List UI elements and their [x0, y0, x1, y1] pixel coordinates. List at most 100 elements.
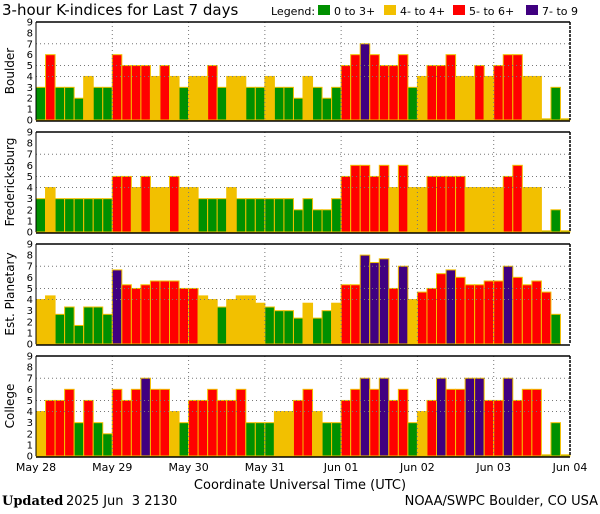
bar: [369, 54, 380, 121]
y-tick-label: 7: [27, 150, 33, 161]
bar: [178, 86, 190, 121]
x-tick-label: May 30: [168, 461, 208, 474]
y-tick-label: 7: [27, 374, 33, 385]
bar: [378, 164, 390, 233]
updated-label: Updated: [2, 494, 63, 509]
bar: [292, 317, 304, 345]
bar: [378, 377, 390, 457]
bar: [292, 399, 304, 457]
bar: [54, 313, 66, 345]
bar: [149, 75, 161, 121]
credit: NOAA/SWPC Boulder, CO USA: [405, 494, 598, 509]
bar: [445, 54, 457, 121]
x-tick-label: May 31: [245, 461, 285, 474]
bar: [254, 198, 266, 233]
bar: [550, 313, 561, 345]
bar: [188, 75, 199, 121]
bar: [464, 75, 476, 121]
x-tick-label: Jun 03: [475, 461, 511, 474]
bar: [321, 209, 333, 233]
bar: [235, 198, 247, 233]
bar: [521, 388, 533, 457]
bar: [207, 299, 218, 345]
bar: [292, 97, 304, 121]
bar: [369, 388, 380, 457]
bar: [397, 388, 409, 457]
bar: [178, 422, 190, 457]
bar: [464, 284, 476, 345]
y-tick-label: 1: [27, 440, 33, 451]
bar: [474, 377, 485, 457]
legend-swatch: [526, 5, 538, 15]
bar: [188, 287, 199, 345]
bar: [502, 175, 514, 233]
bar: [111, 54, 123, 121]
bar: [531, 280, 542, 345]
bar: [226, 187, 237, 233]
bar: [302, 198, 314, 233]
bar: [140, 175, 151, 233]
bar: [35, 86, 47, 121]
bar: [559, 118, 571, 121]
bar: [54, 198, 66, 233]
bar: [426, 399, 437, 457]
y-tick-label: 1: [27, 105, 33, 116]
bar: [388, 187, 399, 233]
bar: [302, 75, 314, 121]
bar: [407, 299, 418, 345]
bar: [207, 198, 218, 233]
bar: [321, 422, 333, 457]
bar: [340, 65, 352, 121]
bar: [436, 175, 447, 233]
bar: [407, 187, 418, 233]
bar: [502, 265, 514, 345]
bar: [445, 388, 457, 457]
bar: [331, 86, 342, 121]
bar: [235, 75, 247, 121]
bar: [540, 230, 552, 233]
y-tick-label: 6: [27, 50, 33, 61]
bar: [493, 65, 504, 121]
bar: [226, 399, 237, 457]
bar: [340, 175, 352, 233]
bar: [121, 284, 132, 345]
y-tick-label: 5: [27, 284, 33, 295]
y-tick-label: 2: [27, 429, 33, 440]
bar: [445, 269, 457, 345]
bar: [45, 295, 56, 345]
bar: [483, 75, 495, 121]
bar: [521, 284, 533, 345]
bar: [35, 299, 47, 345]
bar: [130, 388, 142, 457]
bar: [178, 187, 190, 233]
y-tick-label: 3: [27, 83, 33, 94]
bar: [254, 422, 266, 457]
bar: [197, 75, 209, 121]
bar: [359, 164, 371, 233]
bar: [140, 377, 151, 457]
bar: [45, 54, 56, 121]
x-tick-label: Jun 01: [323, 461, 359, 474]
bar: [474, 65, 485, 121]
bar: [149, 388, 161, 457]
bar: [149, 280, 161, 345]
bar: [426, 175, 437, 233]
bar: [216, 399, 228, 457]
bar: [312, 317, 323, 345]
x-axis-ticks: May 28 May 29 May 30 May 31 Jun 01 Jun 02 Jun …: [16, 461, 587, 474]
bar: [83, 198, 94, 233]
bar: [102, 198, 113, 233]
bar: [388, 65, 399, 121]
bar: [273, 198, 285, 233]
bar: [197, 198, 209, 233]
bar: [331, 198, 342, 233]
bar: [264, 198, 275, 233]
bar: [397, 164, 409, 233]
x-tick-label: Jun 02: [399, 461, 435, 474]
bar: [283, 411, 294, 457]
y-tick-label: 0: [27, 228, 33, 239]
bar: [483, 280, 495, 345]
bar: [455, 276, 466, 345]
